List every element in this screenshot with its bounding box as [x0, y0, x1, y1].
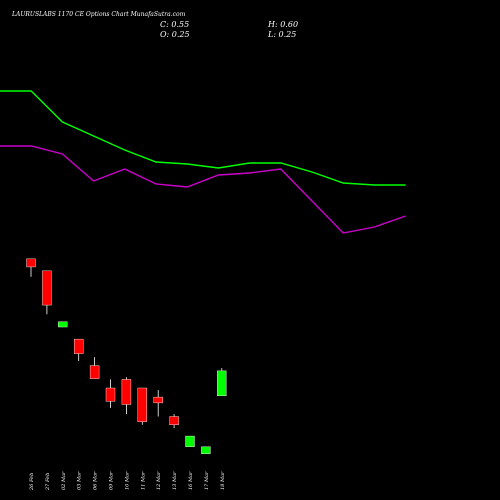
- x-axis-tick-labels: 26 Feb 27 Feb 02 Mar 03 Mar 06 Mar 09 Mar 10 M…: [29, 471, 226, 491]
- candle-body: [121, 379, 132, 405]
- candle-body: [169, 416, 179, 425]
- x-tick-label: 10 Mar: [124, 471, 130, 490]
- candle-body: [42, 270, 52, 306]
- x-tick-label: 12 Mar: [156, 471, 162, 490]
- candle-body: [73, 338, 84, 354]
- close-value: C: 0.55: [160, 20, 189, 29]
- low-value: L: 0.25: [267, 30, 296, 39]
- x-tick-label: 11 Mar: [140, 471, 146, 490]
- candle-body: [217, 370, 227, 397]
- x-tick-label: 02 Mar: [61, 471, 67, 490]
- candle-body: [105, 387, 116, 402]
- candle-body: [137, 387, 148, 422]
- candle: [73, 338, 84, 362]
- magenta-average-line: [0, 145, 406, 234]
- chart-title: LAURUSLABS 1170 CE Options Chart MunafaS…: [11, 11, 186, 18]
- x-tick-label: 09 Mar: [109, 471, 115, 490]
- x-tick-label: 27 Feb: [45, 473, 51, 491]
- candle-body: [153, 396, 163, 404]
- x-tick-label: 16 Mar: [188, 471, 194, 490]
- moving-average-lines: [0, 90, 406, 234]
- candle: [137, 387, 148, 425]
- candle: [26, 258, 36, 277]
- x-tick-label: 17 Mar: [204, 471, 210, 490]
- x-tick-label: 06 Mar: [93, 471, 99, 490]
- candle: [89, 357, 100, 379]
- candle: [201, 446, 211, 454]
- candle: [169, 414, 179, 429]
- candle-body: [26, 258, 36, 268]
- x-tick-label: 26 Feb: [29, 473, 35, 491]
- high-value: H: 0.60: [267, 20, 298, 29]
- candle-body: [58, 321, 68, 328]
- candle: [105, 379, 116, 409]
- open-value: O: 0.25: [160, 30, 190, 39]
- x-tick-label: 18 Mar: [220, 471, 226, 490]
- candle: [153, 390, 163, 417]
- candles: [26, 258, 227, 454]
- candle-body: [89, 365, 100, 379]
- candle: [58, 321, 68, 328]
- x-tick-label: 03 Mar: [77, 471, 83, 490]
- candle-body: [185, 435, 195, 447]
- candle: [42, 270, 52, 315]
- x-tick-label: 13 Mar: [172, 471, 178, 490]
- candle: [185, 435, 195, 447]
- green-average-line: [0, 90, 406, 186]
- candle-body: [201, 446, 211, 454]
- candle: [121, 377, 132, 415]
- candle: [217, 368, 227, 397]
